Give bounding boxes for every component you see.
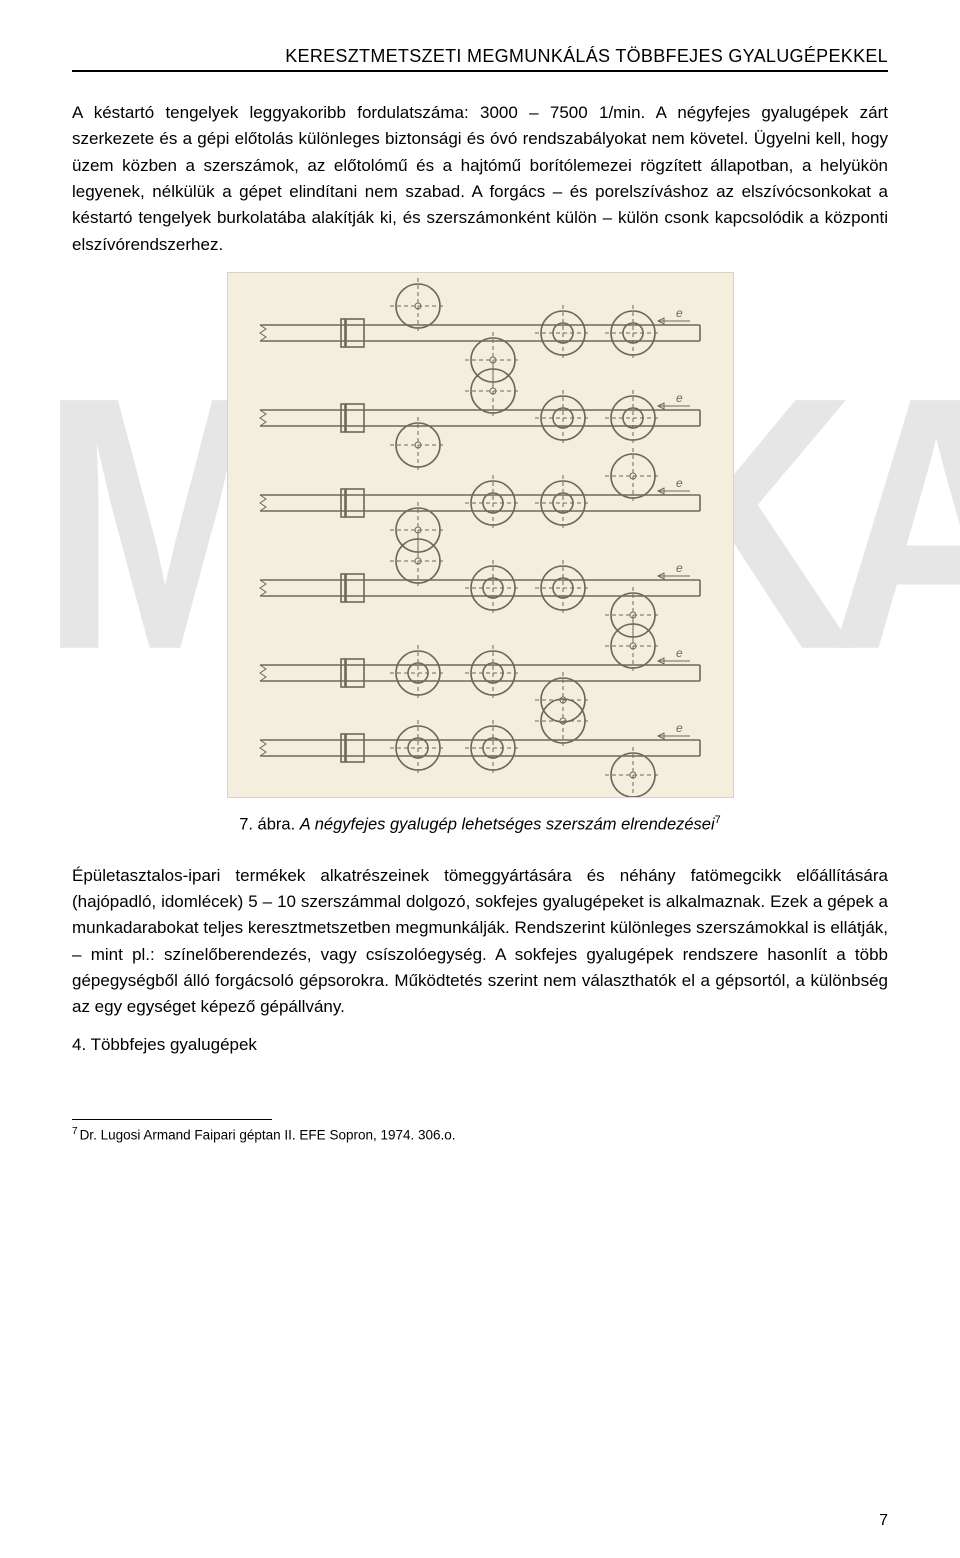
figure-title: A négyfejes gyalugép lehetséges szerszám… — [300, 816, 715, 834]
figure-7-schematic: e e e e e e — [227, 272, 734, 798]
svg-text:e: e — [676, 391, 683, 405]
svg-text:e: e — [676, 646, 683, 660]
footnote-text: Dr. Lugosi Armand Faipari géptan II. EFE… — [80, 1127, 456, 1142]
footnote-mark: 7 — [72, 1126, 78, 1137]
footnote: 7Dr. Lugosi Armand Faipari géptan II. EF… — [72, 1126, 888, 1143]
svg-text:e: e — [676, 721, 683, 735]
footnote-separator — [72, 1119, 272, 1120]
figure-caption: 7. ábra. A négyfejes gyalugép lehetséges… — [72, 814, 888, 835]
svg-text:e: e — [676, 561, 683, 575]
page-number: 7 — [879, 1512, 888, 1530]
body-paragraph-1: A késtartó tengelyek leggyakoribb fordul… — [72, 100, 888, 258]
figure-label: 7. ábra. — [239, 816, 295, 834]
running-header: KERESZTMETSZETI MEGMUNKÁLÁS TÖBBFEJES GY… — [72, 46, 888, 72]
section-heading: 4. Többfejes gyalugépek — [72, 1035, 888, 1055]
svg-text:e: e — [676, 306, 683, 320]
figure-footnote-mark: 7 — [715, 814, 721, 826]
body-paragraph-2: Épületasztalos-ipari termékek alkatrésze… — [72, 863, 888, 1021]
svg-text:e: e — [676, 476, 683, 490]
figure-container: e e e e e e — [72, 272, 888, 798]
